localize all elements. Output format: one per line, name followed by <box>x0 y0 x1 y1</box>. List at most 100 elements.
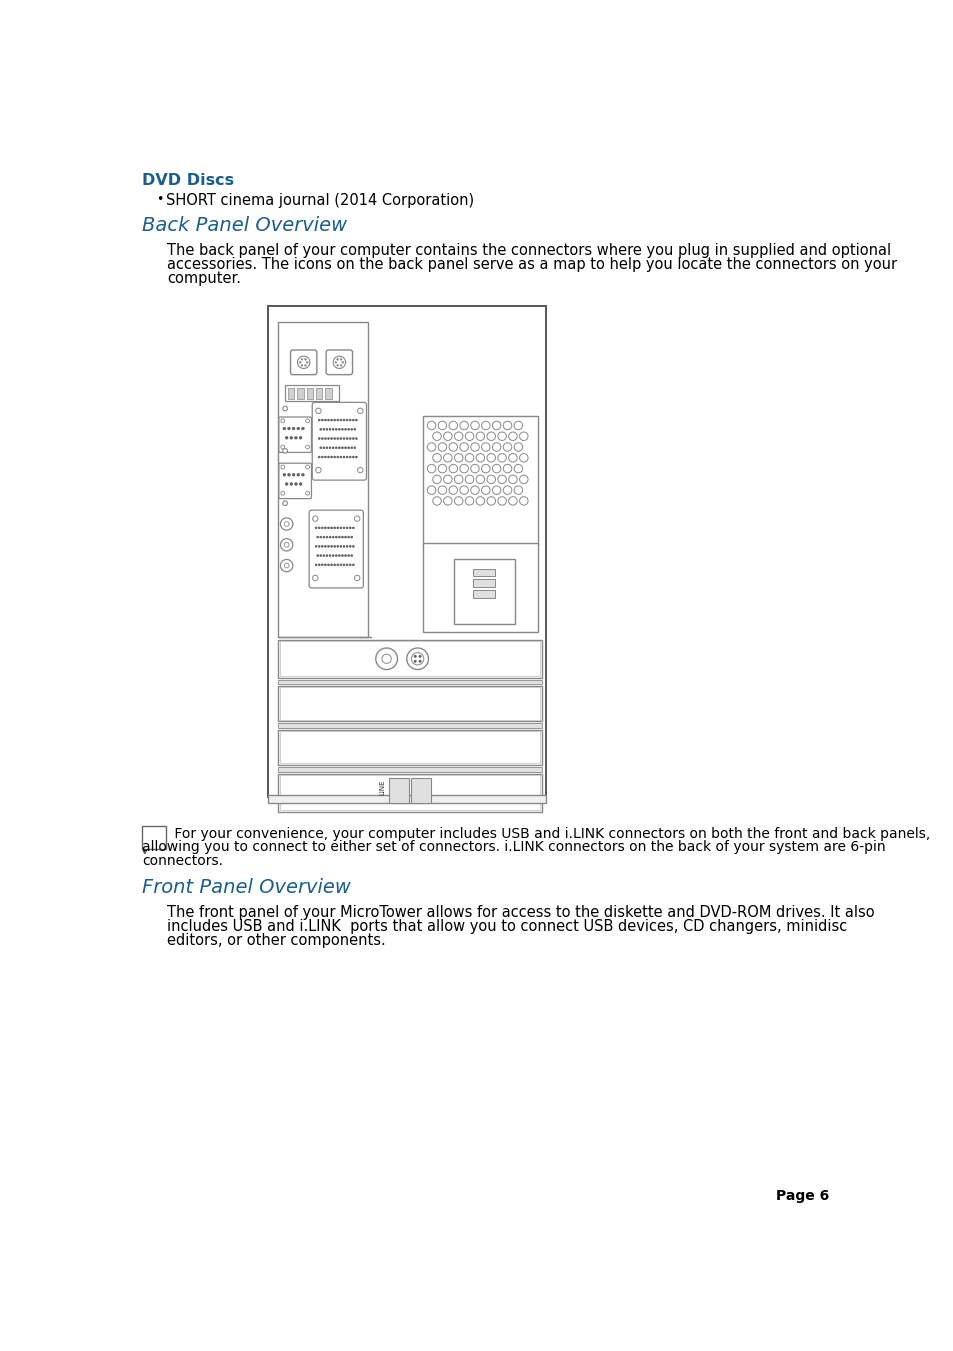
Circle shape <box>459 465 468 473</box>
Circle shape <box>336 563 338 566</box>
Circle shape <box>352 527 354 528</box>
FancyBboxPatch shape <box>278 417 311 453</box>
Circle shape <box>294 482 297 485</box>
Circle shape <box>329 447 331 449</box>
Text: accessories. The icons on the back panel serve as a map to help you locate the c: accessories. The icons on the back panel… <box>167 257 897 272</box>
Circle shape <box>283 427 285 430</box>
Circle shape <box>519 497 528 505</box>
Circle shape <box>335 428 337 431</box>
Text: Back Panel Overview: Back Panel Overview <box>142 216 347 235</box>
Circle shape <box>492 486 500 494</box>
Circle shape <box>282 449 287 453</box>
Circle shape <box>454 497 462 505</box>
Circle shape <box>481 422 490 430</box>
Circle shape <box>354 428 355 431</box>
Circle shape <box>355 516 359 521</box>
Text: Front Panel Overview: Front Panel Overview <box>142 878 351 897</box>
FancyBboxPatch shape <box>291 350 316 374</box>
Circle shape <box>339 438 341 439</box>
Circle shape <box>433 476 441 484</box>
Bar <box>279 731 539 763</box>
Circle shape <box>321 438 323 439</box>
Circle shape <box>459 443 468 451</box>
Circle shape <box>449 443 457 451</box>
Circle shape <box>433 497 441 505</box>
Text: The back panel of your computer contains the connectors where you plug in suppli: The back panel of your computer contains… <box>167 243 890 258</box>
Circle shape <box>283 473 285 476</box>
Circle shape <box>314 527 316 528</box>
Circle shape <box>449 422 457 430</box>
Circle shape <box>287 473 290 476</box>
Circle shape <box>481 465 490 473</box>
Circle shape <box>338 536 340 538</box>
Circle shape <box>433 454 441 462</box>
Circle shape <box>344 555 346 557</box>
Text: allowing you to connect to either set of connectors. i.LINK connectors on the ba: allowing you to connect to either set of… <box>142 840 885 854</box>
Circle shape <box>346 457 348 458</box>
Circle shape <box>305 419 309 423</box>
Circle shape <box>292 427 294 430</box>
Circle shape <box>443 497 452 505</box>
Bar <box>279 642 539 677</box>
Circle shape <box>294 436 297 439</box>
Circle shape <box>341 447 343 449</box>
Circle shape <box>476 497 484 505</box>
Circle shape <box>301 358 302 361</box>
Circle shape <box>301 427 304 430</box>
Circle shape <box>315 467 321 473</box>
FancyBboxPatch shape <box>312 403 366 480</box>
Circle shape <box>418 661 421 662</box>
Circle shape <box>486 476 495 484</box>
Circle shape <box>486 454 495 462</box>
Circle shape <box>459 486 468 494</box>
Circle shape <box>347 428 350 431</box>
Circle shape <box>338 428 340 431</box>
Circle shape <box>326 428 328 431</box>
Circle shape <box>318 546 320 547</box>
Circle shape <box>327 546 329 547</box>
Circle shape <box>287 427 290 430</box>
Circle shape <box>343 563 345 566</box>
Circle shape <box>470 443 478 451</box>
Circle shape <box>355 438 357 439</box>
Circle shape <box>319 428 321 431</box>
Circle shape <box>433 432 441 440</box>
Circle shape <box>339 419 341 422</box>
Circle shape <box>322 536 325 538</box>
Circle shape <box>284 521 289 527</box>
Circle shape <box>343 546 345 547</box>
Circle shape <box>497 432 506 440</box>
Circle shape <box>336 365 338 366</box>
Circle shape <box>343 438 345 439</box>
Circle shape <box>327 527 329 528</box>
Circle shape <box>304 365 306 366</box>
Circle shape <box>344 536 346 538</box>
Circle shape <box>427 422 436 430</box>
Circle shape <box>349 419 351 422</box>
Bar <box>279 775 539 811</box>
Circle shape <box>437 486 446 494</box>
Text: The front panel of your MicroTower allows for access to the diskette and DVD-ROM: The front panel of your MicroTower allow… <box>167 905 874 920</box>
Circle shape <box>349 457 351 458</box>
Circle shape <box>481 443 490 451</box>
Circle shape <box>351 447 353 449</box>
Circle shape <box>336 438 338 439</box>
Circle shape <box>347 555 350 557</box>
Circle shape <box>349 546 351 547</box>
Polygon shape <box>142 848 147 854</box>
Circle shape <box>492 465 500 473</box>
Circle shape <box>332 428 334 431</box>
Bar <box>389 778 409 802</box>
Circle shape <box>465 454 474 462</box>
Circle shape <box>299 436 302 439</box>
Circle shape <box>324 438 326 439</box>
Circle shape <box>334 438 335 439</box>
Circle shape <box>375 648 397 670</box>
Circle shape <box>284 543 289 547</box>
Circle shape <box>331 527 333 528</box>
Circle shape <box>305 465 309 469</box>
Circle shape <box>280 419 284 423</box>
Circle shape <box>355 457 357 458</box>
Circle shape <box>280 492 284 496</box>
Circle shape <box>476 432 484 440</box>
